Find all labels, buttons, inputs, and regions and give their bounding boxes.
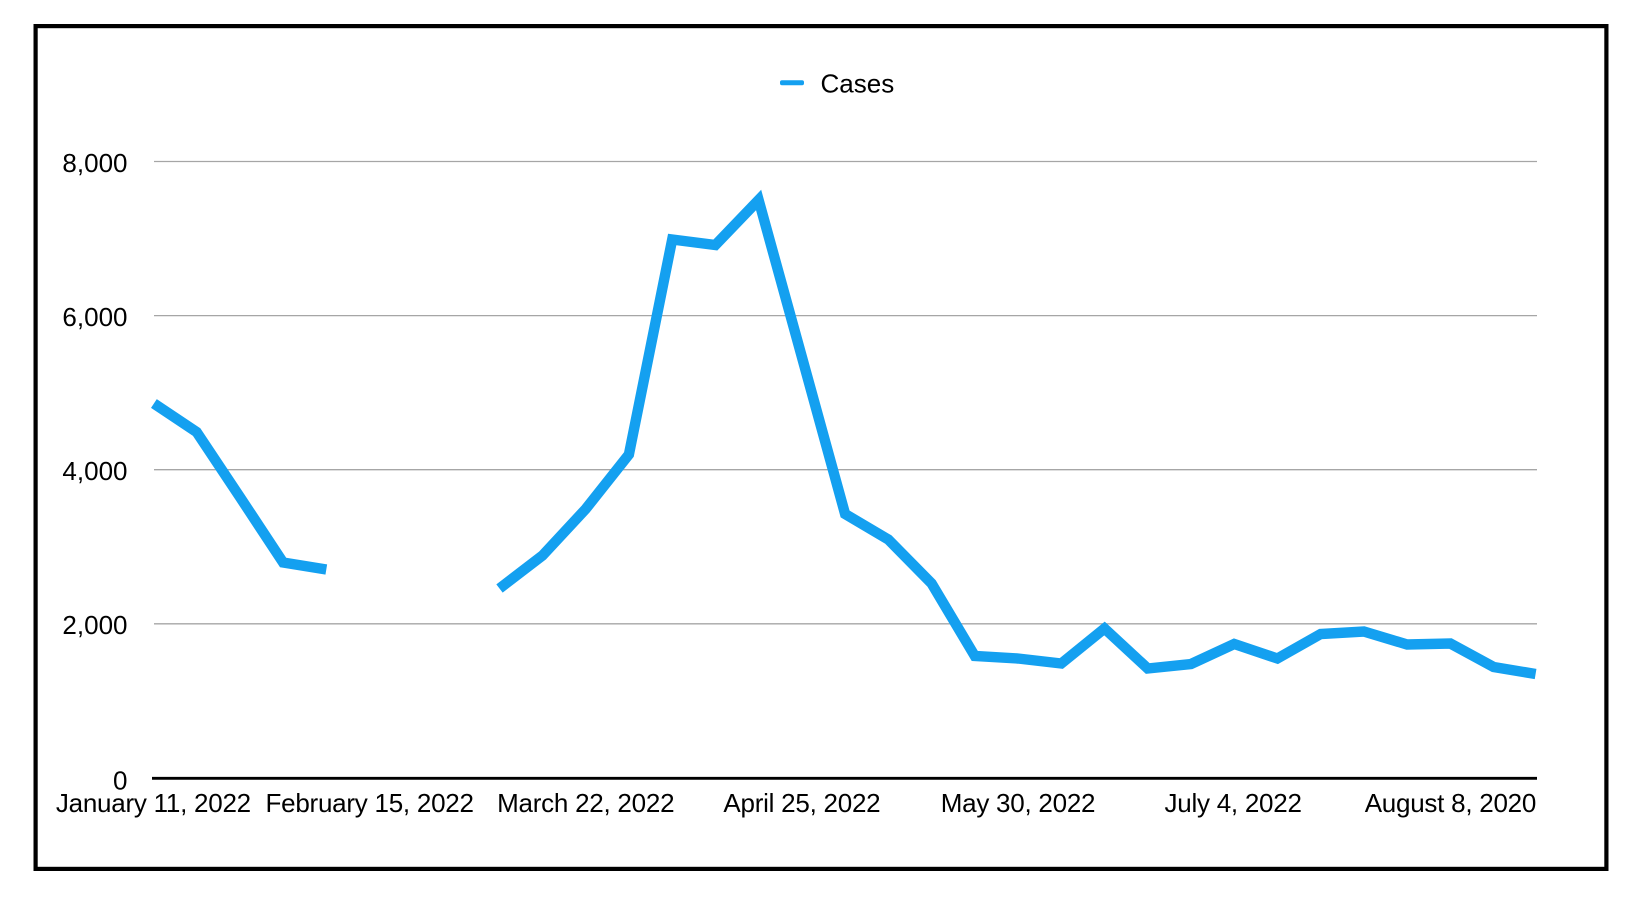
- svg-text:July 4, 2022: July 4, 2022: [1164, 788, 1301, 818]
- svg-text:August 8, 2020: August 8, 2020: [1365, 788, 1536, 818]
- svg-text:January 11, 2022: January 11, 2022: [56, 788, 251, 818]
- svg-text:March 22, 2022: March 22, 2022: [497, 788, 674, 818]
- svg-text:April 25, 2022: April 25, 2022: [723, 788, 880, 818]
- svg-text:Cases: Cases: [821, 69, 895, 99]
- svg-text:8,000: 8,000: [62, 148, 127, 178]
- svg-text:0: 0: [113, 765, 127, 795]
- svg-text:6,000: 6,000: [62, 302, 127, 332]
- svg-text:May 30, 2022: May 30, 2022: [941, 788, 1096, 818]
- svg-text:2,000: 2,000: [62, 610, 127, 640]
- svg-text:4,000: 4,000: [62, 456, 127, 486]
- svg-text:February 15, 2022: February 15, 2022: [265, 788, 473, 818]
